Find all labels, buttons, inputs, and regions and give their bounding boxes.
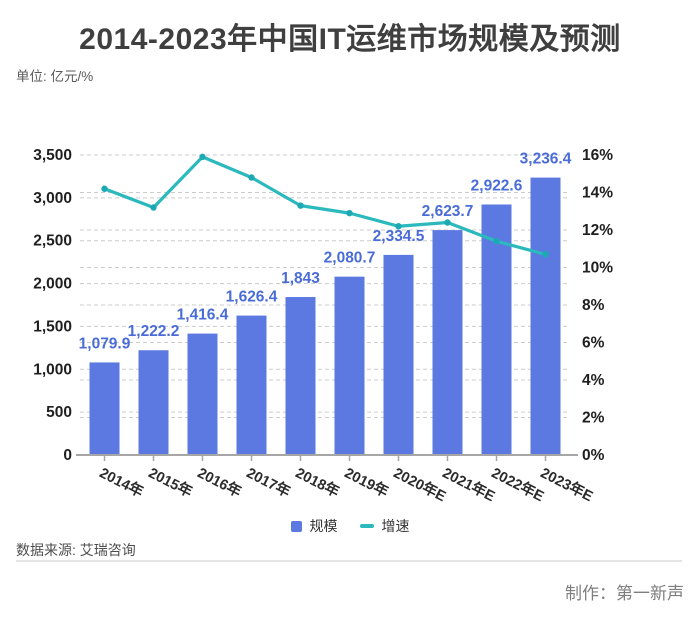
bar-value-label: 1,626.4 xyxy=(226,289,278,306)
growth-line-point-2020年E xyxy=(395,223,402,230)
left-axis-label: 0 xyxy=(63,447,72,464)
bar-value-label: 1,079.9 xyxy=(79,335,131,352)
bar-2023年E xyxy=(530,177,561,455)
bar-2018年 xyxy=(285,297,316,455)
bar-2019年 xyxy=(334,276,365,455)
bar-value-label: 3,236.4 xyxy=(520,151,572,168)
legend-item-scale: 规模 xyxy=(290,516,338,536)
chart-plot-area: 0 500 1,000 1,500 2,000 2,500 3,000 3,500 0% 2% 4%… xyxy=(33,147,613,506)
x-axis-label: 2019年 xyxy=(342,464,392,501)
x-axis-label: 2021年E xyxy=(440,464,499,506)
right-axis-label: 4% xyxy=(582,372,605,389)
bar-2020年E xyxy=(383,254,414,455)
bar-value-label: 2,080.7 xyxy=(324,250,376,267)
left-axis-label: 1,000 xyxy=(33,361,72,378)
right-axis-label: 8% xyxy=(582,297,605,314)
right-axis-label: 14% xyxy=(582,185,613,202)
growth-line-point-2014年 xyxy=(101,185,108,192)
legend-item-growth: 增速 xyxy=(359,516,410,536)
right-axis-label: 6% xyxy=(582,335,605,352)
left-axis-label: 500 xyxy=(46,404,72,421)
right-axis-label: 12% xyxy=(582,222,613,239)
bar-value-label: 1,416.4 xyxy=(177,307,229,324)
bar-value-label: 2,623.7 xyxy=(422,203,474,220)
legend-label-growth: 增速 xyxy=(381,518,410,534)
bar-value-label: 2,334.5 xyxy=(373,228,425,245)
x-axis-label: 2014年 xyxy=(97,464,147,501)
bar-value-label: 1,222.2 xyxy=(128,323,180,340)
left-axis-label: 1,500 xyxy=(33,318,72,335)
bar-2014年 xyxy=(89,362,120,455)
left-axis-label: 3,500 xyxy=(33,147,72,164)
right-axis-label: 16% xyxy=(582,147,613,164)
bar-2022年E xyxy=(481,204,512,455)
growth-line-point-2021年E xyxy=(444,219,451,226)
line-series-swatch xyxy=(359,524,374,528)
x-axis-label: 2022年E xyxy=(489,464,548,506)
x-axis-label: 2015年 xyxy=(146,464,196,501)
source-note: 数据来源: 艾瑞咨询 xyxy=(16,542,136,558)
right-axis-label: 2% xyxy=(582,410,605,427)
unit-label: 单位: 亿元/% xyxy=(16,69,94,84)
right-axis-label: 0% xyxy=(582,447,605,464)
bar-2017年 xyxy=(236,315,267,455)
footer-divider xyxy=(16,560,682,562)
growth-line-point-2015年 xyxy=(150,204,157,211)
x-axis-label: 2016年 xyxy=(195,464,245,501)
bar-value-label: 2,922.6 xyxy=(471,177,523,194)
legend-label-scale: 规模 xyxy=(309,518,338,534)
bar-series-swatch xyxy=(290,520,302,532)
chart-title: 2014-2023年中国IT运维市场规模及预测 xyxy=(79,23,621,56)
x-axis-label: 2018年 xyxy=(293,464,343,501)
growth-line-point-2019年 xyxy=(346,209,353,217)
bar-2015年 xyxy=(138,350,169,455)
growth-line-point-2023年E xyxy=(542,251,549,258)
left-axis-label: 2,000 xyxy=(33,276,72,293)
credit-note: 制作：第一新声 xyxy=(565,584,684,603)
right-axis-label: 10% xyxy=(582,260,613,277)
growth-line-point-2016年 xyxy=(199,153,206,161)
left-axis-label: 3,000 xyxy=(33,190,72,207)
legend: 规模 增速 xyxy=(0,516,700,536)
growth-line-point-2017年 xyxy=(248,174,255,181)
growth-line-point-2022年E xyxy=(493,238,500,245)
x-axis-label: 2023年E xyxy=(538,464,597,506)
bar-value-label: 1,843 xyxy=(281,270,320,287)
growth-line xyxy=(102,155,548,256)
bar-2016年 xyxy=(187,333,218,455)
x-axis-label: 2020年E xyxy=(391,464,450,506)
left-axis-label: 2,500 xyxy=(33,233,72,250)
bar-2021年E xyxy=(432,230,463,455)
growth-line-point-2018年 xyxy=(297,202,304,209)
x-axis-label: 2017年 xyxy=(244,464,294,501)
